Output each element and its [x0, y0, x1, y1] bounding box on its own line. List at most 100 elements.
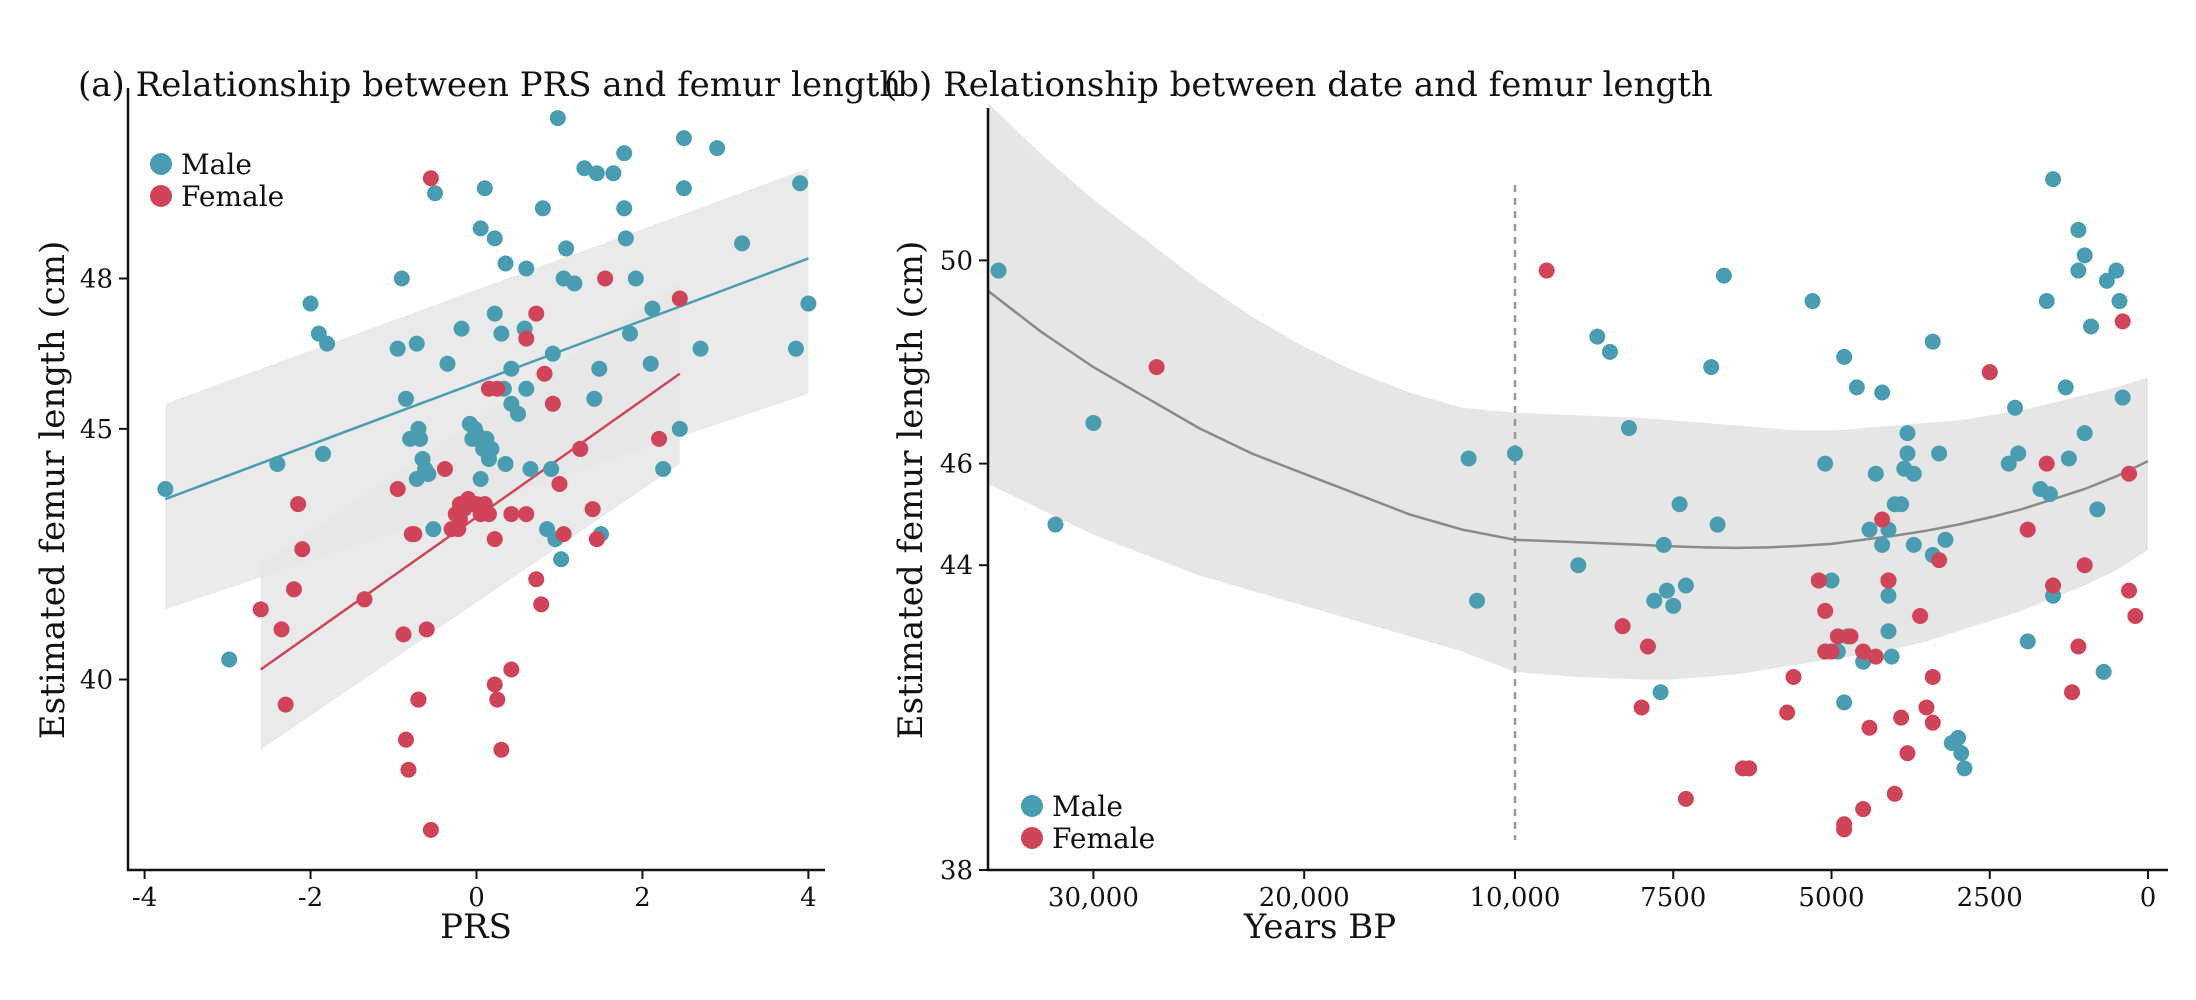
- point-male: [319, 335, 336, 352]
- point-male: [1880, 623, 1897, 640]
- point-female: [2127, 608, 2144, 624]
- point-male: [1905, 465, 1922, 482]
- point-male: [734, 235, 751, 252]
- point-male: [2000, 455, 2017, 472]
- panel-b: (b) Relationship between date and femur …: [884, 65, 2168, 947]
- point-female: [1639, 638, 1656, 655]
- point-male: [2045, 171, 2062, 188]
- point-male: [1601, 343, 1618, 360]
- point-male: [1677, 577, 1694, 594]
- point-male: [543, 460, 560, 477]
- point-male: [453, 320, 470, 337]
- point-male: [425, 521, 442, 538]
- point-female: [1823, 643, 1840, 660]
- point-male: [1874, 384, 1891, 401]
- point-male: [692, 340, 709, 357]
- point-male: [1665, 597, 1682, 614]
- point-male: [549, 110, 566, 127]
- point-male: [1880, 587, 1897, 604]
- point-male: [221, 651, 238, 668]
- point-female: [356, 591, 373, 608]
- point-female: [528, 571, 545, 588]
- point-female: [1912, 608, 1929, 624]
- point-female: [395, 626, 412, 643]
- point-female: [400, 761, 417, 778]
- panel-a-y-label: Estimated femur length (cm): [33, 241, 73, 739]
- point-male: [1620, 420, 1637, 437]
- point-male: [518, 260, 535, 277]
- point-male: [397, 390, 414, 407]
- point-male: [544, 345, 561, 362]
- point-male: [2089, 501, 2106, 518]
- point-male: [616, 145, 633, 162]
- point-female: [2064, 684, 2081, 701]
- point-female: [486, 676, 503, 693]
- x-tick-label: 4: [800, 883, 817, 913]
- point-male: [439, 355, 456, 372]
- point-female: [1810, 572, 1827, 589]
- point-male: [1836, 694, 1853, 711]
- point-male: [800, 295, 817, 312]
- point-male: [1570, 557, 1587, 574]
- point-female: [1836, 821, 1853, 838]
- confidence-band-female: [260, 283, 680, 750]
- point-male: [1646, 592, 1663, 609]
- panel-a-points: [157, 110, 817, 838]
- point-female: [503, 661, 520, 678]
- point-male: [1652, 684, 1669, 701]
- panel-b-legend: Male Female: [1021, 790, 1155, 855]
- point-male: [2111, 293, 2128, 310]
- point-female: [528, 305, 545, 322]
- point-male: [2070, 262, 2087, 279]
- panel-b-confidence-band: [988, 102, 2148, 680]
- point-male: [1883, 648, 1900, 665]
- fit-line-female: [260, 372, 681, 671]
- point-male: [1937, 531, 1954, 548]
- panel-a-y-ticks: 40 45 48: [80, 264, 128, 696]
- x-tick-label: 20,000: [1259, 883, 1350, 913]
- point-male: [518, 380, 535, 397]
- point-female: [1633, 699, 1650, 716]
- point-male: [1658, 582, 1675, 599]
- point-female: [273, 621, 290, 638]
- point-female: [1880, 572, 1897, 589]
- point-male: [1589, 328, 1606, 345]
- point-female: [1924, 668, 1941, 685]
- point-male: [1469, 592, 1486, 609]
- point-female: [1874, 511, 1891, 528]
- point-male: [2010, 445, 2027, 462]
- point-female: [533, 596, 550, 613]
- point-female: [277, 696, 294, 713]
- y-tick-label: 45: [80, 415, 113, 445]
- point-male: [1655, 536, 1672, 553]
- point-male: [483, 440, 500, 457]
- point-male: [1893, 496, 1910, 513]
- point-female: [551, 476, 568, 493]
- point-male: [655, 460, 672, 477]
- point-female: [252, 601, 269, 618]
- point-male: [591, 360, 608, 377]
- point-male: [553, 551, 570, 568]
- point-male: [1905, 536, 1922, 553]
- point-male: [605, 165, 622, 182]
- point-male: [493, 325, 510, 342]
- point-male: [576, 160, 593, 177]
- point-male: [1950, 729, 1967, 746]
- point-male: [709, 140, 726, 157]
- point-male: [2019, 633, 2036, 650]
- point-male: [1899, 425, 1916, 442]
- point-female: [584, 501, 601, 518]
- point-male: [472, 471, 489, 487]
- point-male: [486, 305, 503, 322]
- point-male: [269, 455, 286, 472]
- point-male: [990, 262, 1007, 279]
- point-female: [1886, 785, 1903, 802]
- point-male: [157, 481, 174, 498]
- point-female: [572, 440, 589, 457]
- point-female: [1918, 699, 1935, 716]
- point-female: [489, 380, 506, 397]
- point-female: [671, 290, 688, 307]
- point-male: [412, 430, 429, 447]
- point-male: [644, 300, 661, 317]
